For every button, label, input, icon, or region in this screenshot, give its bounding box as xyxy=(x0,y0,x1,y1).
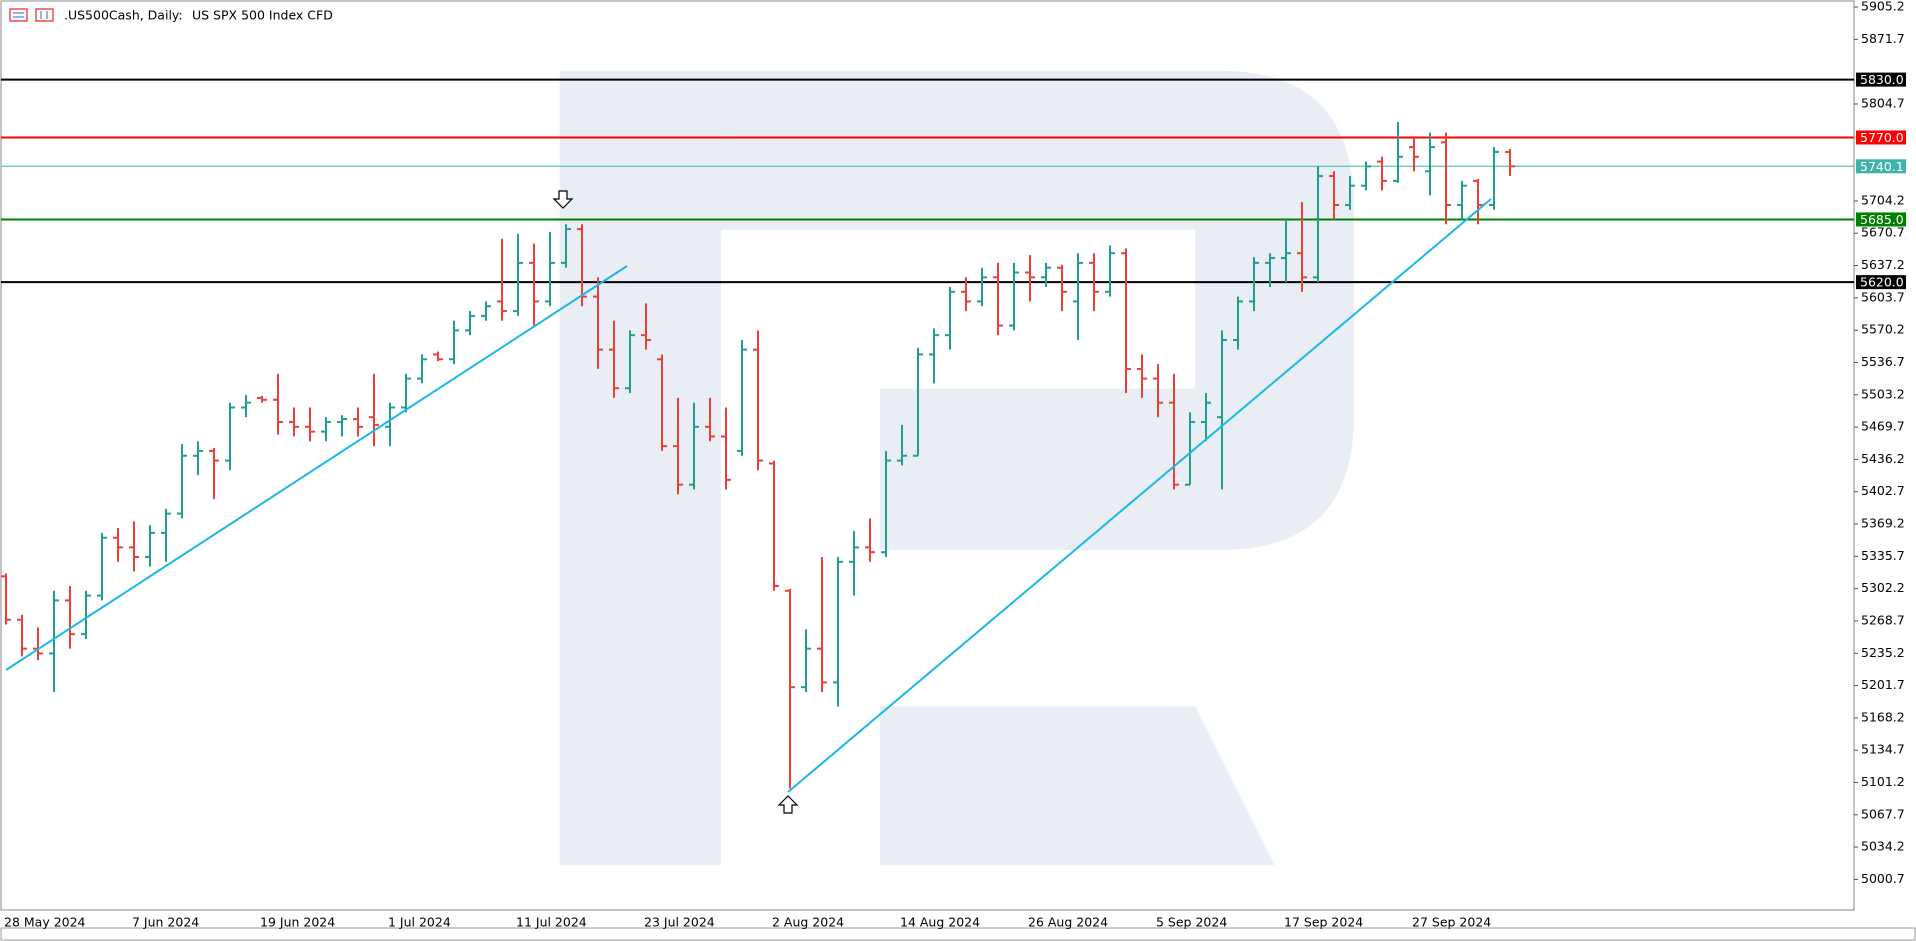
level-label: 5770.0 xyxy=(1860,130,1904,145)
level-label: 5830.0 xyxy=(1860,72,1904,87)
y-tick-label: 5201.7 xyxy=(1861,677,1905,692)
y-tick-label: 5536.7 xyxy=(1861,354,1905,369)
x-tick-label: 14 Aug 2024 xyxy=(900,915,980,930)
y-tick-label: 5000.7 xyxy=(1861,871,1905,886)
scrollbar xyxy=(0,927,1916,941)
level-label-bg xyxy=(1856,130,1906,145)
level-label-bg xyxy=(1856,72,1906,87)
x-tick-label: 11 Jul 2024 xyxy=(516,915,587,930)
up-arrow xyxy=(777,795,799,814)
x-tick-label: 19 Jun 2024 xyxy=(260,915,335,930)
y-tick-label: 5804.7 xyxy=(1861,96,1905,111)
y-tick-label: 5235.2 xyxy=(1861,645,1905,660)
y-tick-label: 5067.7 xyxy=(1861,806,1905,821)
y-tick-label: 5503.2 xyxy=(1861,386,1905,401)
chart-title: .US500Cash, Daily: xyxy=(64,8,183,23)
y-tick-label: 5402.7 xyxy=(1861,483,1905,498)
y-tick-label: 5268.7 xyxy=(1861,612,1905,627)
x-tick-label: 17 Sep 2024 xyxy=(1284,915,1363,930)
x-tick-label: 7 Jun 2024 xyxy=(132,915,199,930)
x-tick-label: 1 Jul 2024 xyxy=(388,915,451,930)
trendline xyxy=(5,265,628,671)
trendline xyxy=(787,198,1492,793)
level-label: 5740.1 xyxy=(1860,159,1904,174)
y-tick-label: 5436.2 xyxy=(1861,451,1905,466)
down-arrow xyxy=(552,190,574,209)
chart-subtitle: US SPX 500 Index CFD xyxy=(192,8,333,23)
x-tick-label: 28 May 2024 xyxy=(4,915,86,930)
plot-frame xyxy=(0,0,1855,911)
y-tick-label: 5871.7 xyxy=(1861,31,1905,46)
toolbar-icons xyxy=(9,8,54,22)
x-tick-label: 23 Jul 2024 xyxy=(644,915,715,930)
y-tick-label: 5034.2 xyxy=(1861,839,1905,854)
level-label-bg xyxy=(1856,275,1906,290)
y-tick-label: 5469.7 xyxy=(1861,419,1905,434)
y-tick-label: 5637.2 xyxy=(1861,257,1905,272)
y-tick-label: 5905.2 xyxy=(1861,0,1905,14)
y-tick-label: 5168.2 xyxy=(1861,709,1905,724)
y-tick-label: 5134.7 xyxy=(1861,742,1905,757)
y-tick-label: 5570.2 xyxy=(1861,322,1905,337)
x-tick-label: 2 Aug 2024 xyxy=(772,915,844,930)
y-tick-label: 5335.7 xyxy=(1861,548,1905,563)
y-tick-label: 5603.7 xyxy=(1861,289,1905,304)
level-label: 5685.0 xyxy=(1860,212,1904,227)
level-label-bg xyxy=(1856,212,1906,227)
y-tick-label: 5369.2 xyxy=(1861,516,1905,531)
level-label-bg xyxy=(1856,159,1906,174)
x-tick-label: 27 Sep 2024 xyxy=(1412,915,1491,930)
trendlines xyxy=(5,198,1492,793)
y-tick-label: 5704.2 xyxy=(1861,192,1905,207)
y-tick-label: 5302.2 xyxy=(1861,580,1905,595)
y-tick-label: 5670.7 xyxy=(1861,225,1905,240)
x-tick-label: 26 Aug 2024 xyxy=(1028,915,1108,930)
level-label: 5620.0 xyxy=(1860,275,1904,290)
x-tick-label: 5 Sep 2024 xyxy=(1156,915,1227,930)
y-tick-label: 5101.2 xyxy=(1861,774,1905,789)
